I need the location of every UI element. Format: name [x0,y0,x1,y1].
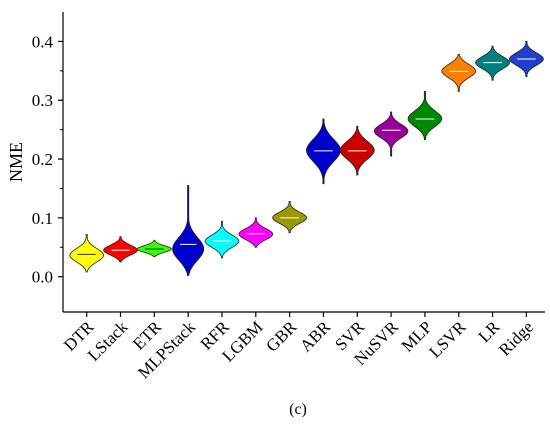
y-tick-label: 0.3 [32,91,53,110]
violin-rfr [204,221,240,259]
violin-etr [136,239,172,258]
x-axis-ticks: DTRLStackETRMLPStackRFRLGBMGBRABRSVRNuSV… [60,312,537,382]
violin-lr [475,45,510,81]
violin-nusvr [373,111,409,157]
x-tick-label: LStack [84,317,132,365]
violin-lsvr [441,53,477,92]
violin-lstack [103,236,138,263]
y-tick-label: 0.4 [32,32,54,51]
x-tick-label: Ridge [495,317,537,359]
y-tick-label: 0.1 [32,209,53,228]
violins-group [69,41,544,276]
violin-mlpstack [172,185,205,276]
y-tick-label: 0.2 [32,150,53,169]
y-axis-ticks: 0.0 0.1 0.2 0.3 0.4 [32,32,63,287]
violin-abr [306,118,341,185]
y-axis-title: NME [6,142,26,182]
x-tick-label: ABR [296,317,335,356]
violin-lgbm [238,217,274,248]
y-tick-label: 0.0 [32,268,53,287]
violin-dtr [69,233,104,273]
figure-caption: (c) [289,401,307,418]
violin-gbr [272,201,308,233]
x-tick-label: GBR [262,317,301,356]
x-tick-label: LSVR [425,317,470,362]
violin-mlp [407,91,443,141]
